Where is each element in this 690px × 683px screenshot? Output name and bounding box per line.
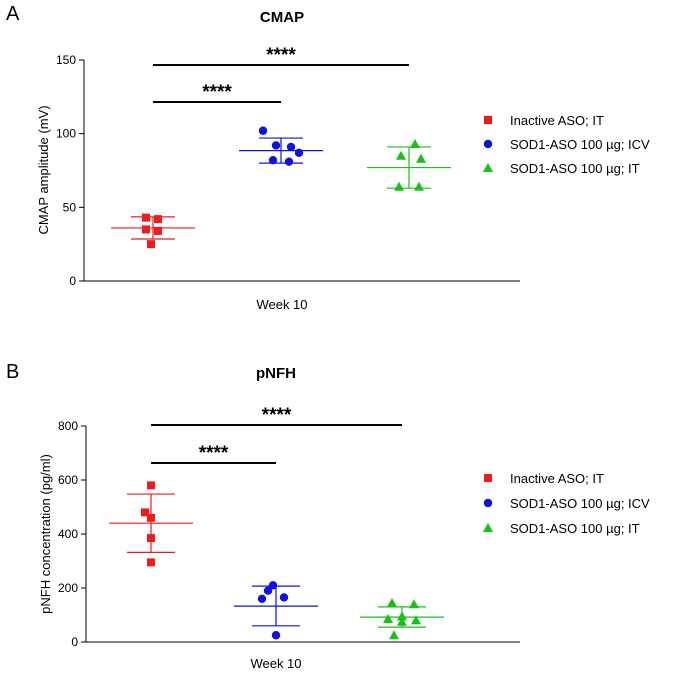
significance-bars-a: **** **** [153, 45, 409, 103]
significance-label: **** [199, 443, 229, 464]
data-point [154, 226, 162, 235]
data-point [263, 586, 273, 595]
legend-marker [483, 163, 493, 172]
data-point [409, 599, 419, 609]
legend-label: Inactive ASO; IT [510, 471, 604, 486]
legend-marker [483, 498, 493, 508]
y-tick-label: 0 [69, 274, 76, 288]
data-point [397, 616, 407, 626]
legend-a: Inactive ASO; IT SOD1-ASO 100 µg; ICV SOD1… [483, 113, 650, 176]
y-tick-label: 0 [71, 635, 78, 649]
data-point [271, 631, 281, 640]
significance-label: **** [266, 45, 296, 66]
data-point [257, 594, 267, 603]
data-point [416, 153, 426, 163]
data-point [142, 213, 150, 222]
data-point [141, 508, 149, 517]
panel-letter-b: B [6, 361, 19, 383]
data-point [279, 593, 289, 602]
y-ticks-a: 0 50 100 150 [56, 53, 520, 288]
data-point [147, 558, 155, 567]
legend-label: SOD1-ASO 100 µg; IT [510, 521, 640, 536]
data-point [271, 141, 281, 150]
legend-b: Inactive ASO; IT SOD1-ASO 100 µg; ICV SOD1… [483, 471, 650, 536]
legend-marker [483, 523, 493, 532]
legend-label: SOD1-ASO 100 µg; ICV [510, 496, 650, 511]
data-marks-b [109, 481, 444, 640]
y-tick-label: 200 [58, 581, 78, 595]
y-tick-label: 50 [63, 200, 77, 214]
legend-marker [484, 474, 492, 482]
y-axis-label-b: pNFH concentration (pg/ml) [38, 454, 53, 614]
legend-label: SOD1-ASO 100 µg; ICV [510, 137, 650, 152]
data-point [410, 138, 420, 148]
panel-b: B pNFH pNFH concentration (pg/ml) Week 1… [6, 361, 650, 671]
chart-title-b: pNFH [256, 365, 296, 382]
data-point [387, 597, 397, 607]
data-point [284, 157, 294, 166]
data-point [394, 181, 404, 191]
data-point [154, 215, 162, 224]
legend-label: Inactive ASO; IT [510, 113, 604, 128]
data-point [396, 150, 406, 160]
data-point [268, 155, 278, 165]
legend-marker [484, 116, 492, 124]
legend-label: SOD1-ASO 100 µg; IT [510, 161, 640, 176]
data-point [383, 614, 393, 624]
x-axis-label-b: Week 10 [250, 656, 301, 671]
y-ticks-b: 0 200 400 600 800 [58, 419, 520, 649]
data-point [147, 513, 155, 522]
y-tick-label: 100 [56, 127, 76, 141]
significance-label: **** [202, 82, 232, 103]
data-point [142, 225, 150, 234]
y-tick-label: 800 [58, 419, 78, 433]
data-point [258, 126, 268, 135]
data-point [147, 481, 155, 490]
panel-a: A CMAP CMAP amplitude (mV) Week 10 0 50 10… [6, 3, 650, 312]
data-point [147, 240, 155, 249]
data-point [397, 611, 407, 621]
y-axis-label-a: CMAP amplitude (mV) [36, 105, 51, 234]
data-marks-a [111, 126, 451, 249]
data-point [294, 148, 304, 158]
data-point [389, 630, 399, 640]
significance-bars-b: **** **** [151, 405, 402, 464]
panel-letter-a: A [6, 3, 20, 25]
x-axis-label-a: Week 10 [256, 297, 307, 312]
data-point [147, 534, 155, 543]
data-point [286, 142, 296, 152]
data-point [411, 615, 421, 625]
data-point [414, 181, 424, 191]
y-tick-label: 150 [56, 53, 76, 67]
significance-label: **** [262, 405, 292, 426]
data-point [268, 581, 278, 590]
legend-marker [483, 139, 493, 149]
chart-title-a: CMAP [260, 9, 304, 26]
y-tick-label: 600 [58, 473, 78, 487]
y-tick-label: 400 [58, 527, 78, 541]
